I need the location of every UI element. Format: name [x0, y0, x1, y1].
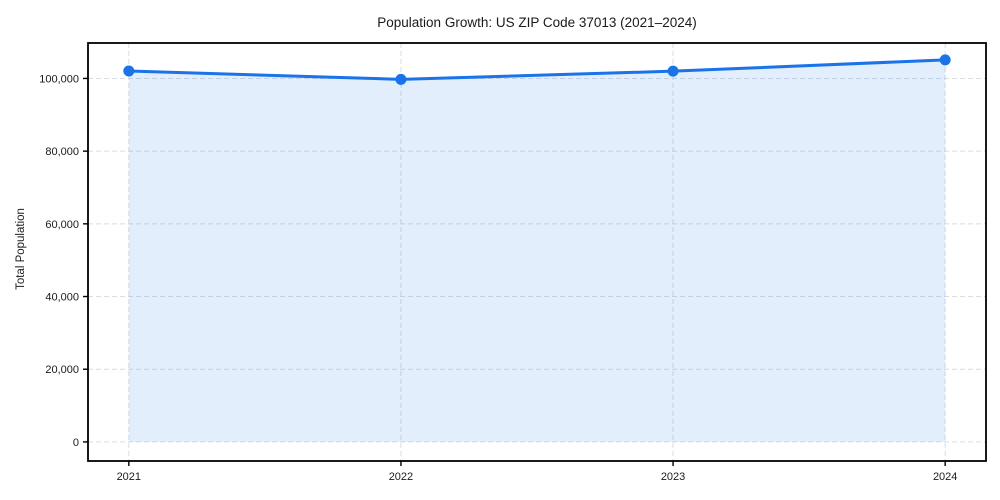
chart-title: Population Growth: US ZIP Code 37013 (20… — [377, 15, 696, 30]
area-fill — [128, 59, 946, 442]
data-line — [127, 58, 947, 81]
plot-area: 0 20,000 40,000 60,000 80,000 100,000 2021 2022… — [39, 42, 987, 483]
data-point — [939, 54, 951, 66]
y-axis-label: Total Population — [15, 208, 27, 290]
x-tick-label: 2022 — [389, 471, 413, 483]
data-point — [395, 73, 407, 85]
y-tick-label: 40,000 — [45, 292, 79, 304]
data-point — [667, 65, 679, 77]
x-tick-label: 2021 — [117, 471, 141, 483]
y-tick-label: 100,000 — [39, 73, 79, 85]
y-tick-label: 60,000 — [45, 219, 79, 231]
y-tick-label: 80,000 — [45, 146, 79, 158]
x-tick-label: 2024 — [933, 471, 957, 483]
y-tick-label: 20,000 — [45, 364, 79, 376]
x-tick-label: 2023 — [661, 471, 685, 483]
plot-border — [87, 42, 987, 462]
data-point — [123, 65, 135, 77]
y-tick-label: 0 — [73, 437, 79, 449]
